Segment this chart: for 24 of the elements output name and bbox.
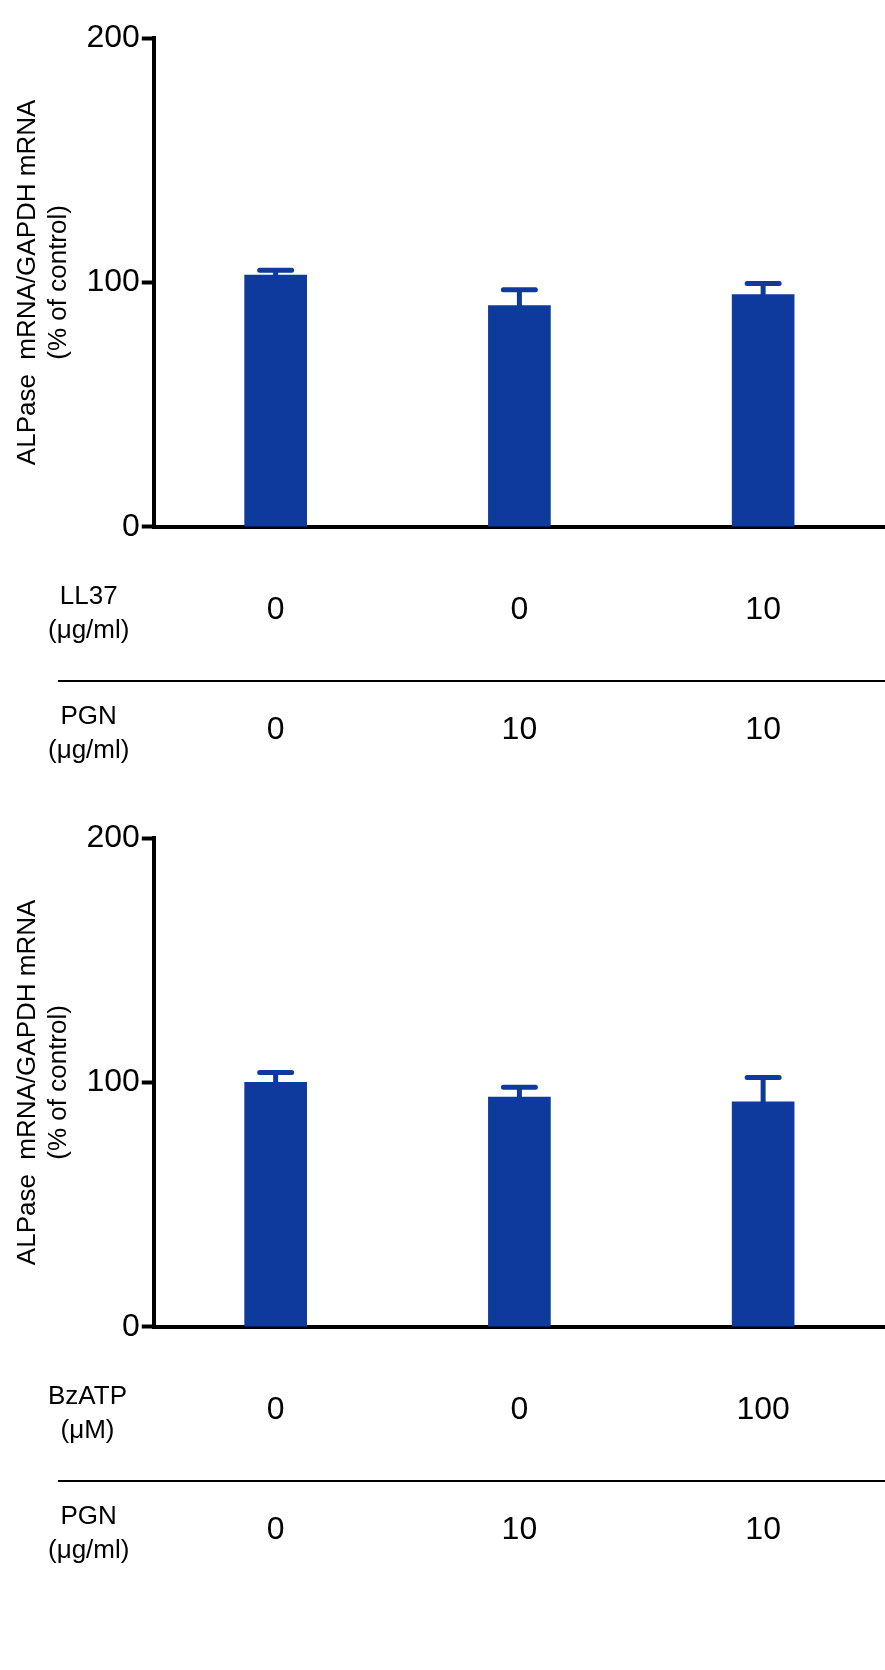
text: 0 (265, 1390, 286, 1427)
text: BzATP (μM) (48, 1379, 127, 1446)
y-axis-title: ALPase mRNA/GAPDH mRNA (% of control) (10, 898, 72, 1266)
text: 10 (744, 590, 782, 627)
y-tick-label: 0 (121, 506, 140, 543)
text: 10 (500, 1510, 539, 1547)
text: 10 (500, 710, 539, 747)
text: 0 (509, 590, 530, 627)
text: 0 (265, 710, 286, 747)
text: 100 (735, 1390, 791, 1427)
text: 10 (744, 710, 782, 747)
y-tick-label: 0 (121, 1306, 140, 1343)
text: PGN (μg/ml) (48, 699, 130, 766)
text: 0 (265, 1510, 286, 1547)
text: 0 (509, 1390, 530, 1427)
text: 0 (265, 590, 286, 627)
text: LL37 (μg/ml) (48, 579, 130, 646)
y-tick-label: 100 (86, 262, 140, 299)
text: 10 (744, 1510, 782, 1547)
text: PGN (μg/ml) (48, 1499, 130, 1566)
y-axis-title: ALPase mRNA/GAPDH mRNA (% of control) (10, 98, 72, 466)
y-tick-label: 200 (86, 817, 140, 854)
y-tick-label: 100 (86, 1062, 140, 1099)
y-tick-label: 200 (86, 17, 140, 54)
